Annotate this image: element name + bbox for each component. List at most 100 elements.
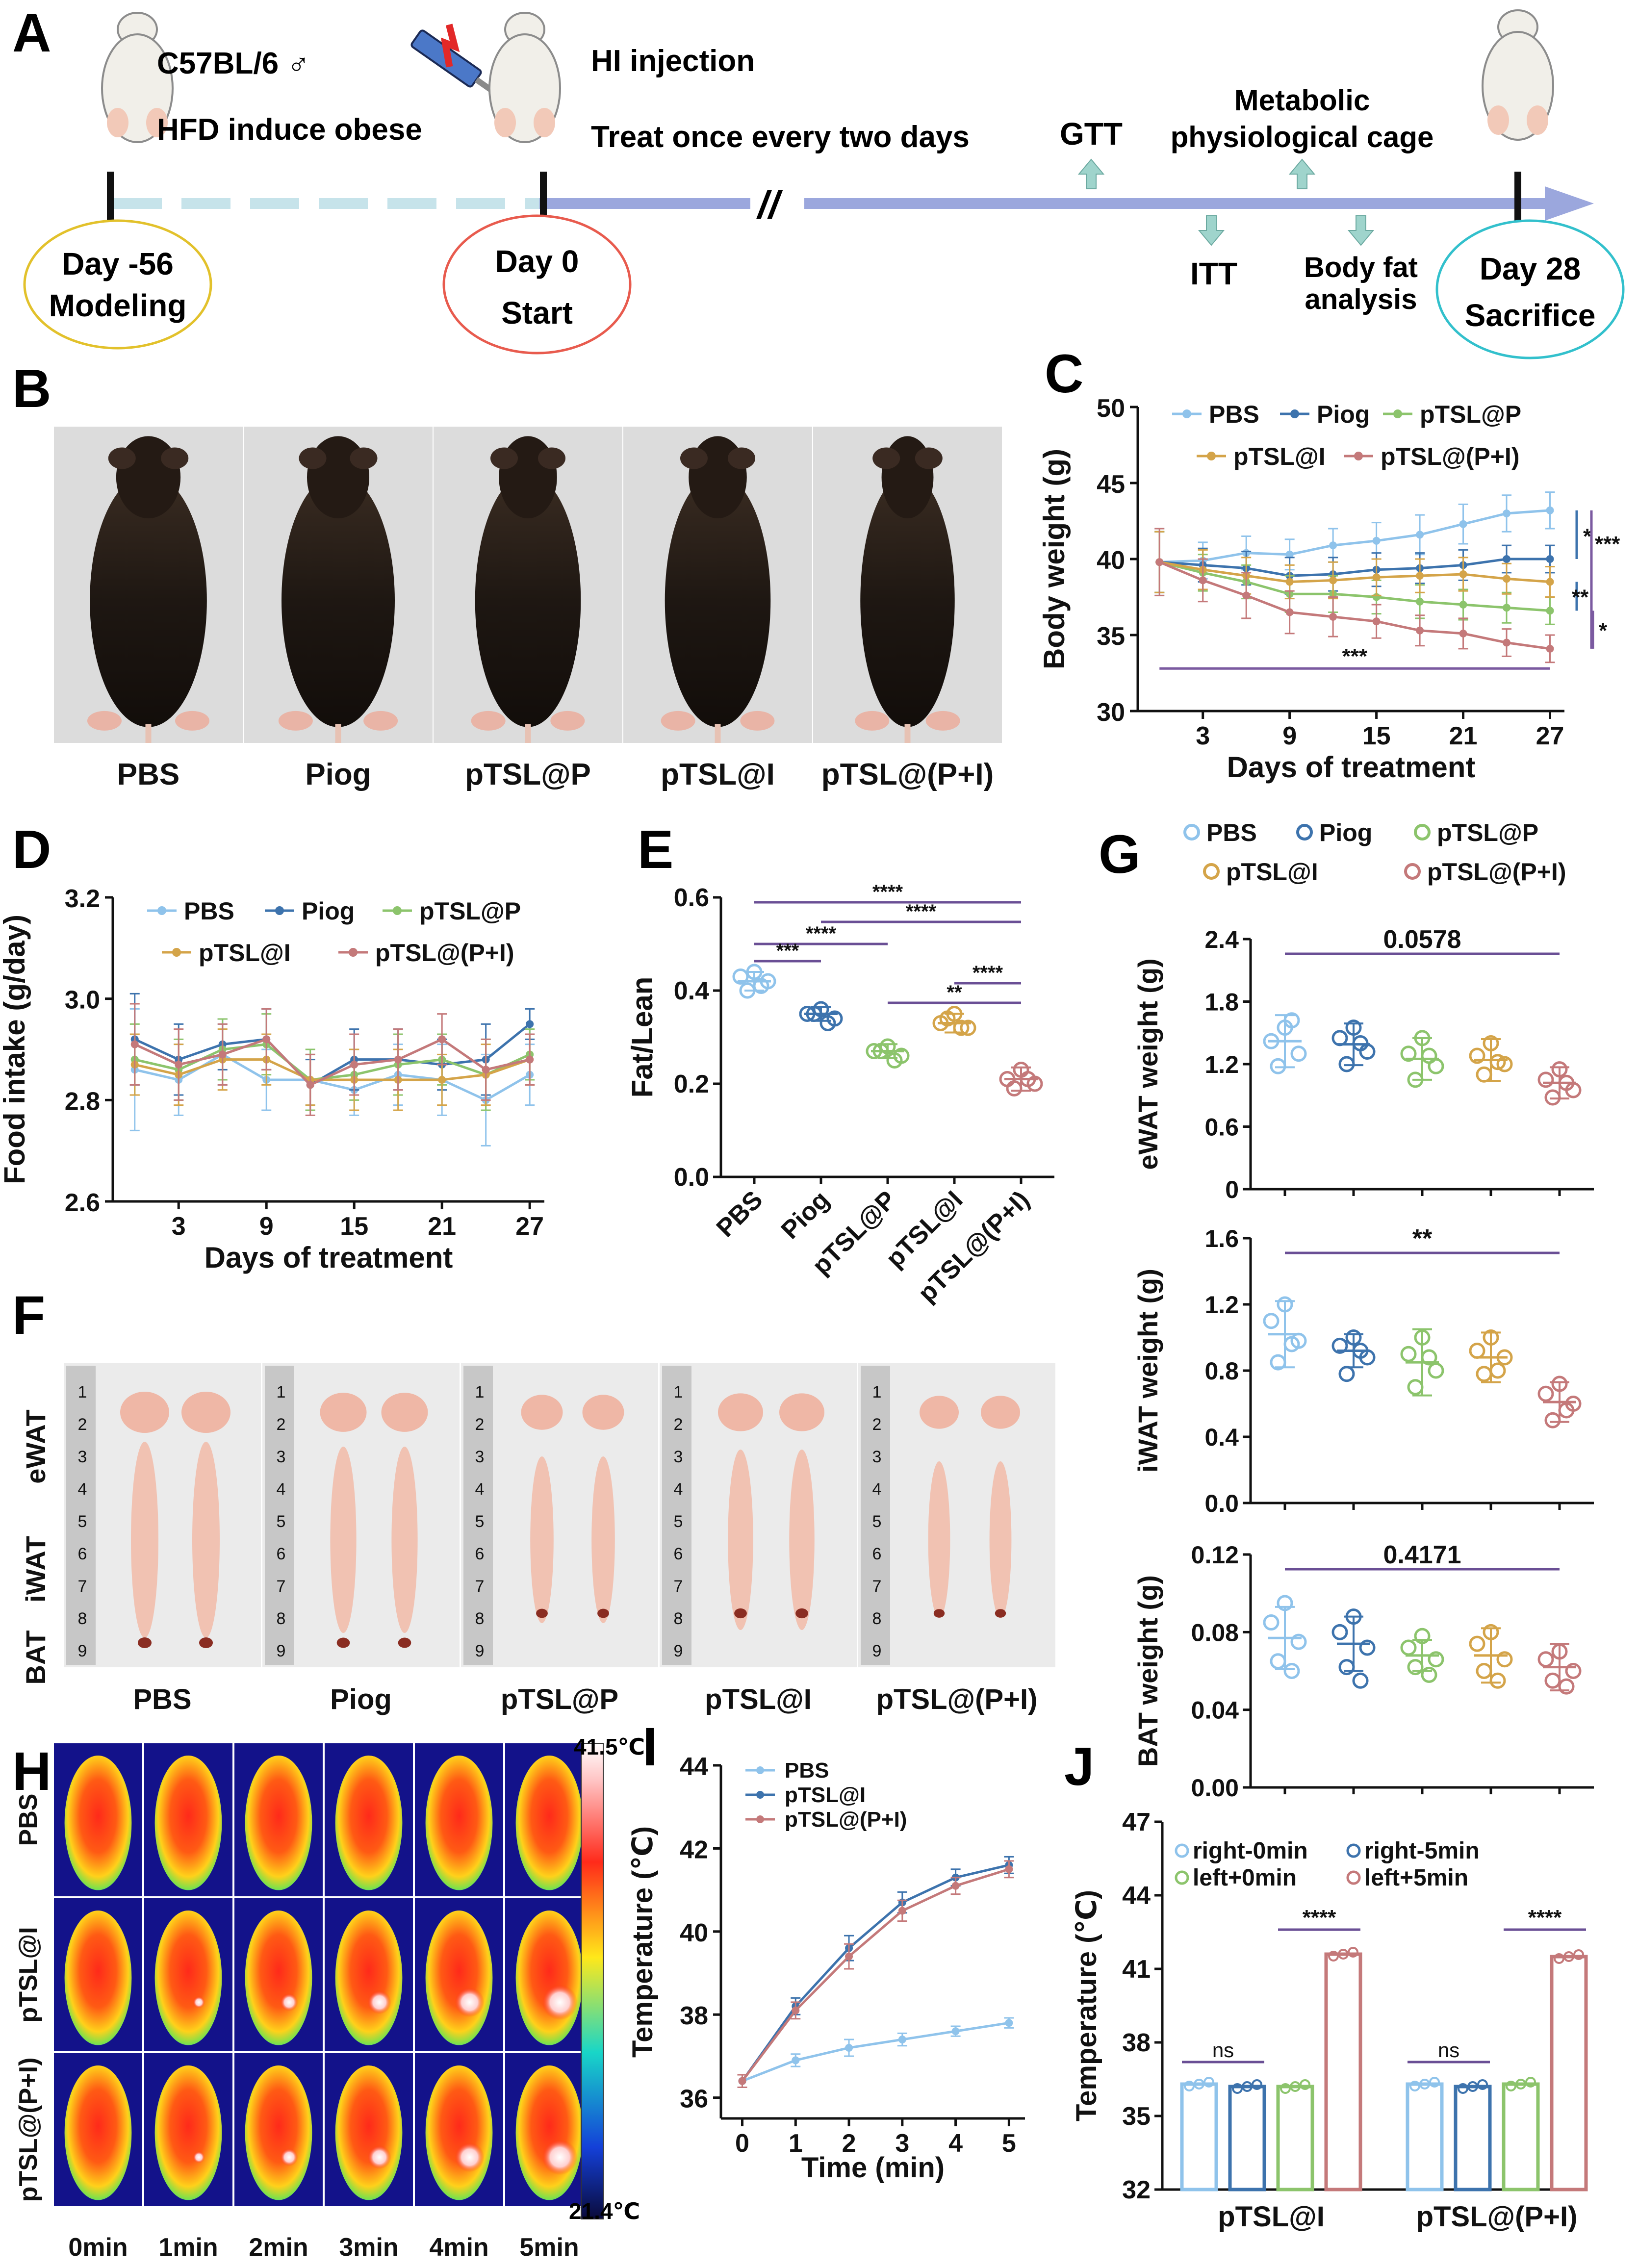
day-circle-line1: Day -56 bbox=[62, 246, 174, 281]
data-point-pTSL@(P+I) bbox=[1459, 629, 1467, 637]
ruler-number: 7 bbox=[475, 1577, 485, 1596]
data-point-pTSL@(P+I) bbox=[1155, 558, 1164, 566]
ruler-number: 2 bbox=[277, 1415, 286, 1434]
data-point-pTSL@I bbox=[1285, 578, 1294, 586]
legend-marker bbox=[1290, 409, 1299, 418]
data-point-pTSL@(P+I) bbox=[1558, 1678, 1575, 1695]
legend-marker bbox=[1207, 452, 1216, 460]
data-point-pTSL@I bbox=[1489, 1672, 1506, 1689]
thermo-mouse bbox=[245, 2065, 312, 2200]
y-tick-label: 3.2 bbox=[65, 885, 100, 913]
y-tick-label: 40 bbox=[1097, 546, 1125, 575]
thermo-time-label: 0min bbox=[68, 2233, 128, 2262]
bar-right-5min bbox=[1454, 2085, 1492, 2192]
data-point-pTSL@P bbox=[1400, 1045, 1417, 1062]
legend-label: right-5min bbox=[1364, 1838, 1480, 1864]
data-point-PBS bbox=[1283, 1012, 1300, 1029]
itt-arrow-icon bbox=[1198, 215, 1225, 246]
mouse-body bbox=[860, 474, 955, 727]
data-point-pTSL@(P+I) bbox=[1242, 591, 1251, 600]
ewat-tissue bbox=[920, 1396, 959, 1429]
iwat-tissue bbox=[192, 1442, 220, 1638]
panel-H: H PBS pTSL@I pTSL@(P+I) 0min 1min 2min 3min 4mi… bbox=[12, 1734, 645, 2262]
legend-marker bbox=[275, 906, 284, 915]
x-tick-label: 9 bbox=[1282, 722, 1297, 750]
data-point-pTSL@(P+I) bbox=[526, 1055, 534, 1064]
bar-right-0min bbox=[1406, 2082, 1444, 2192]
thermo-hotspot bbox=[542, 2140, 578, 2175]
bar-right-5min bbox=[1228, 2085, 1266, 2192]
legend-marker bbox=[1346, 1870, 1361, 1885]
data-point-pTSL@(P+I) bbox=[218, 1050, 227, 1059]
ruler bbox=[463, 1366, 493, 1665]
x-tick-label: 0 bbox=[735, 2129, 749, 2158]
day-circle-line2: Modeling bbox=[49, 288, 187, 323]
mouse-foot bbox=[550, 711, 585, 731]
ewat-tissue bbox=[320, 1393, 367, 1432]
day-circle-sacrifice: Day 28 Sacrifice bbox=[1435, 219, 1625, 359]
panel-C: C 30 35 40 45 50 3 9 15 21 27 Days of treatment Bod… bbox=[1038, 344, 1620, 784]
ruler-number: 9 bbox=[475, 1642, 485, 1660]
data-point-Piog bbox=[1338, 1659, 1355, 1676]
day-circle-line1: Day 28 bbox=[1480, 251, 1581, 286]
thermo-hotspot bbox=[367, 1990, 391, 2014]
ruler-number: 9 bbox=[78, 1642, 87, 1660]
panel-J: J 32 35 38 41 44 47 Temperature (℃) right-0min r… bbox=[1064, 1736, 1588, 2233]
mouse-body bbox=[665, 474, 771, 727]
bar-point bbox=[1525, 2077, 1536, 2088]
thermo-time-label: 5min bbox=[519, 2233, 579, 2262]
data-point-pTSL@I bbox=[1469, 1047, 1485, 1064]
iwat-tissue bbox=[391, 1447, 418, 1633]
thermo-scale-min: 21.4℃ bbox=[569, 2198, 640, 2224]
y-axis-label: Temperature (℃) bbox=[1071, 1890, 1102, 2121]
data-point-PBS bbox=[1005, 2019, 1013, 2027]
data-point-PBS bbox=[1503, 510, 1511, 517]
bar-point bbox=[1184, 2081, 1195, 2091]
mouse-foot bbox=[175, 711, 210, 731]
x-axis-label: Days of treatment bbox=[1227, 751, 1476, 784]
sig-label: *** bbox=[776, 940, 799, 962]
ruler-number: 4 bbox=[475, 1480, 485, 1499]
data-point-pTSL@I bbox=[939, 1010, 956, 1027]
x-tick-label: 3 bbox=[172, 1212, 186, 1241]
bat-tissue bbox=[597, 1608, 609, 1618]
bar-point bbox=[1280, 2083, 1291, 2094]
thermo-row-label: PBS bbox=[14, 1794, 43, 1846]
legend-marker bbox=[1414, 824, 1431, 841]
ruler-number: 4 bbox=[674, 1480, 683, 1499]
y-tick-label: 2.6 bbox=[65, 1189, 100, 1217]
mouse-tail bbox=[145, 724, 152, 743]
thermo-mouse bbox=[335, 1910, 403, 2045]
data-point-Piog bbox=[1345, 1329, 1362, 1346]
data-point-Piog bbox=[1359, 1639, 1376, 1656]
data-point-pTSL@(P+I) bbox=[951, 1882, 960, 1890]
data-point-PBS bbox=[1270, 1354, 1286, 1371]
legend-label: PBS bbox=[1206, 819, 1257, 846]
bar-point bbox=[1338, 1949, 1349, 1960]
series-line-PBS bbox=[742, 2021, 1009, 2083]
y-axis-label: Fat/Lean bbox=[626, 977, 659, 1098]
data-point-pTSL@I bbox=[1496, 1056, 1513, 1072]
data-point-pTSL@(P+I) bbox=[1285, 608, 1294, 616]
data-point-pTSL@(P+I) bbox=[1537, 1385, 1554, 1402]
panel-letter-H: H bbox=[12, 1741, 51, 1802]
bat-tissue bbox=[734, 1608, 747, 1619]
series-line-pTSL@I bbox=[1159, 561, 1550, 584]
mouse-strain-label: C57BL/6 ♂ bbox=[157, 47, 310, 80]
ruler bbox=[265, 1366, 294, 1665]
data-point-pTSL@I bbox=[1483, 1329, 1499, 1346]
data-point-PBS bbox=[792, 2056, 800, 2064]
bar-left+0min bbox=[1502, 2082, 1540, 2192]
data-point-pTSL@P bbox=[1421, 1349, 1437, 1366]
thermo-mouse bbox=[335, 1755, 403, 1890]
data-point-PBS bbox=[1263, 1614, 1280, 1631]
data-point-PBS bbox=[1277, 1296, 1293, 1313]
legend-label: PBS bbox=[184, 897, 234, 925]
sig-label: 0.0578 bbox=[1383, 925, 1461, 954]
ewat-tissue bbox=[381, 1393, 428, 1432]
ewat-tissue bbox=[181, 1392, 230, 1433]
x-tick-label: 4 bbox=[948, 2129, 963, 2158]
x-axis-label: Time (min) bbox=[801, 2152, 945, 2184]
panel-letter-C: C bbox=[1045, 344, 1083, 404]
legend-marker bbox=[1346, 1843, 1361, 1858]
